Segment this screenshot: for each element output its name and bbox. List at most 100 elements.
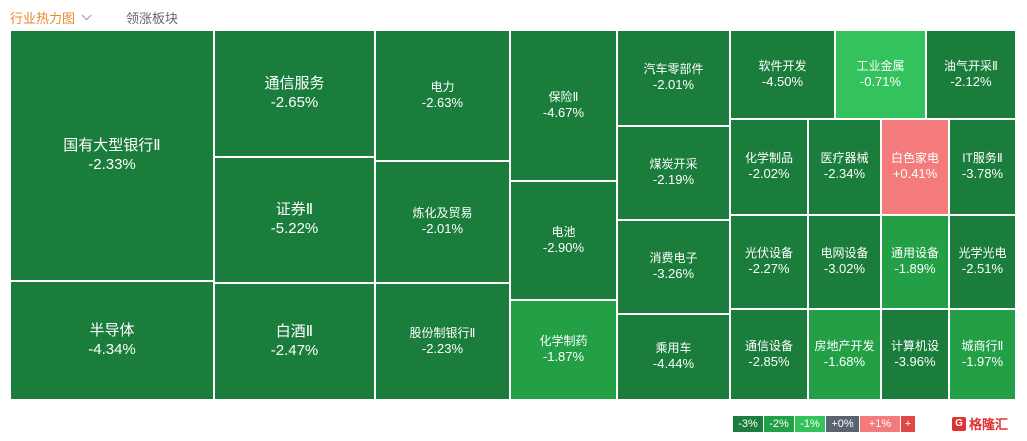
sector-change: -1.97% xyxy=(961,353,1004,369)
sector-name: 油气开采Ⅱ xyxy=(944,58,998,73)
chevron-down-icon[interactable] xyxy=(81,9,92,20)
sector-tile[interactable]: 化学制品 -2.02% xyxy=(730,119,808,215)
tab-industry-heatmap-label: 行业热力图 xyxy=(10,10,76,26)
sector-change: -2.01% xyxy=(421,221,464,237)
sector-change: -2.65% xyxy=(270,93,319,111)
sector-name: 化学制品 xyxy=(744,151,793,166)
sector-tile[interactable]: 煤炭开采 -2.19% xyxy=(617,126,730,220)
sector-tile[interactable]: IT服务Ⅱ -3.78% xyxy=(949,119,1016,215)
sector-tile[interactable]: 半导体 -4.34% xyxy=(10,281,214,400)
sector-name: 煤炭开采 xyxy=(649,157,698,172)
sector-tile[interactable]: 电力 -2.63% xyxy=(375,30,510,161)
sector-change: -2.33% xyxy=(88,155,136,173)
sector-tile[interactable]: 计算机设 -3.96% xyxy=(881,309,949,400)
sector-tile[interactable]: 电池 -2.90% xyxy=(510,181,617,300)
sector-name: 工业金属 xyxy=(856,58,905,73)
sector-tile[interactable]: 国有大型银行Ⅱ -2.33% xyxy=(10,30,214,281)
legend-item: + xyxy=(901,416,915,432)
sector-change: -2.51% xyxy=(961,261,1004,277)
sector-change: -4.67% xyxy=(542,104,585,120)
sector-tile[interactable]: 工业金属 -0.71% xyxy=(835,30,926,119)
sector-name: 消费电子 xyxy=(649,251,698,266)
legend-item: -1% xyxy=(795,416,825,432)
legend-item: -3% xyxy=(733,416,763,432)
sector-tile[interactable]: 城商行Ⅱ -1.97% xyxy=(949,309,1016,400)
tab-bar: 行业热力图 领涨板块 xyxy=(10,6,178,28)
sector-change: -2.85% xyxy=(748,353,790,369)
color-legend: -3% -2% -1% +0% +1% + xyxy=(733,416,916,432)
sector-change: -2.63% xyxy=(421,94,464,110)
sector-name: 保险Ⅱ xyxy=(548,89,579,104)
sector-tile[interactable]: 通信服务 -2.65% xyxy=(214,30,375,157)
sector-tile[interactable]: 软件开发 -4.50% xyxy=(730,30,835,119)
sector-name: 国有大型银行Ⅱ xyxy=(63,136,161,154)
watermark-text: 格隆汇 xyxy=(969,417,1009,432)
sector-name: 汽车零部件 xyxy=(643,62,704,77)
sector-change: -2.12% xyxy=(950,73,992,89)
sector-name: 电网设备 xyxy=(820,246,869,261)
sector-name: 计算机设 xyxy=(890,338,939,353)
sector-change: -2.19% xyxy=(652,172,695,188)
sector-tile[interactable]: 股份制银行Ⅱ -2.23% xyxy=(375,283,510,400)
sector-change: -2.02% xyxy=(748,166,790,182)
sector-change: -0.71% xyxy=(859,73,902,89)
sector-change: -2.47% xyxy=(270,341,319,359)
sector-change: -1.89% xyxy=(894,261,936,277)
sector-tile[interactable]: 医疗器械 -2.34% xyxy=(808,119,881,215)
sector-name: 通用设备 xyxy=(890,246,939,261)
watermark: G 格隆汇 xyxy=(950,414,1011,433)
sector-name: 通信服务 xyxy=(264,74,325,92)
sector-tile[interactable]: 乘用车 -4.44% xyxy=(617,314,730,400)
sector-change: -2.01% xyxy=(652,77,695,93)
sector-name: 半导体 xyxy=(89,321,135,339)
sector-change: -4.44% xyxy=(652,356,695,372)
sector-name: 软件开发 xyxy=(758,58,807,73)
sector-name: 房地产开发 xyxy=(814,338,875,353)
sector-tile[interactable]: 通用设备 -1.89% xyxy=(881,215,949,309)
tab-leading-sectors[interactable]: 领涨板块 xyxy=(126,10,179,26)
legend-item: +0% xyxy=(826,416,859,432)
sector-tile[interactable]: 油气开采Ⅱ -2.12% xyxy=(926,30,1016,119)
sector-tile[interactable]: 证券Ⅱ -5.22% xyxy=(214,157,375,283)
sector-tile[interactable]: 炼化及贸易 -2.01% xyxy=(375,161,510,283)
sector-change: -5.22% xyxy=(270,220,319,237)
sector-change: -4.50% xyxy=(761,73,804,89)
sector-change: -3.26% xyxy=(652,266,695,282)
sector-change: -1.68% xyxy=(823,353,866,369)
sector-name: 光伏设备 xyxy=(744,246,793,261)
sector-tile[interactable]: 白色家电 +0.41% xyxy=(881,119,949,215)
sector-name: 医疗器械 xyxy=(820,151,869,166)
sector-tile[interactable]: 汽车零部件 -2.01% xyxy=(617,30,730,126)
sector-tile[interactable]: 电网设备 -3.02% xyxy=(808,215,881,309)
legend-item: -2% xyxy=(764,416,794,432)
sector-change: -3.96% xyxy=(894,353,936,369)
sector-change: -2.34% xyxy=(823,166,866,182)
sector-tile[interactable]: 白酒Ⅱ -2.47% xyxy=(214,283,375,400)
sector-name: 化学制药 xyxy=(539,334,588,349)
sector-change: -3.78% xyxy=(961,166,1004,182)
brand-logo-icon: G xyxy=(952,416,966,431)
sector-tile[interactable]: 保险Ⅱ -4.67% xyxy=(510,30,617,181)
sector-tile[interactable]: 光学光电 -2.51% xyxy=(949,215,1016,309)
sector-tile[interactable]: 房地产开发 -1.68% xyxy=(808,309,881,400)
sector-tile[interactable]: 光伏设备 -2.27% xyxy=(730,215,808,309)
sector-tile[interactable]: 通信设备 -2.85% xyxy=(730,309,808,400)
sector-change: -1.87% xyxy=(542,349,585,365)
sector-name: 通信设备 xyxy=(744,338,793,353)
tab-industry-heatmap[interactable]: 行业热力图 xyxy=(10,8,92,27)
sector-name: 股份制银行Ⅱ xyxy=(409,325,476,340)
sector-tile[interactable]: 化学制药 -1.87% xyxy=(510,300,617,400)
sector-name: 炼化及贸易 xyxy=(412,206,473,221)
legend-item: +1% xyxy=(860,416,900,432)
sector-tile[interactable]: 消费电子 -3.26% xyxy=(617,220,730,314)
sector-name: 电力 xyxy=(430,79,455,94)
sector-name: 证券Ⅱ xyxy=(275,201,314,219)
sector-change: -2.90% xyxy=(542,239,585,255)
sector-name: 电池 xyxy=(551,224,576,239)
sector-change: -4.34% xyxy=(88,340,136,358)
sector-name: 白酒Ⅱ xyxy=(275,322,314,340)
sector-name: 乘用车 xyxy=(655,341,692,356)
sector-change: +0.41% xyxy=(892,166,938,182)
sector-name: 光学光电 xyxy=(958,246,1007,261)
sector-change: -2.27% xyxy=(748,261,790,277)
